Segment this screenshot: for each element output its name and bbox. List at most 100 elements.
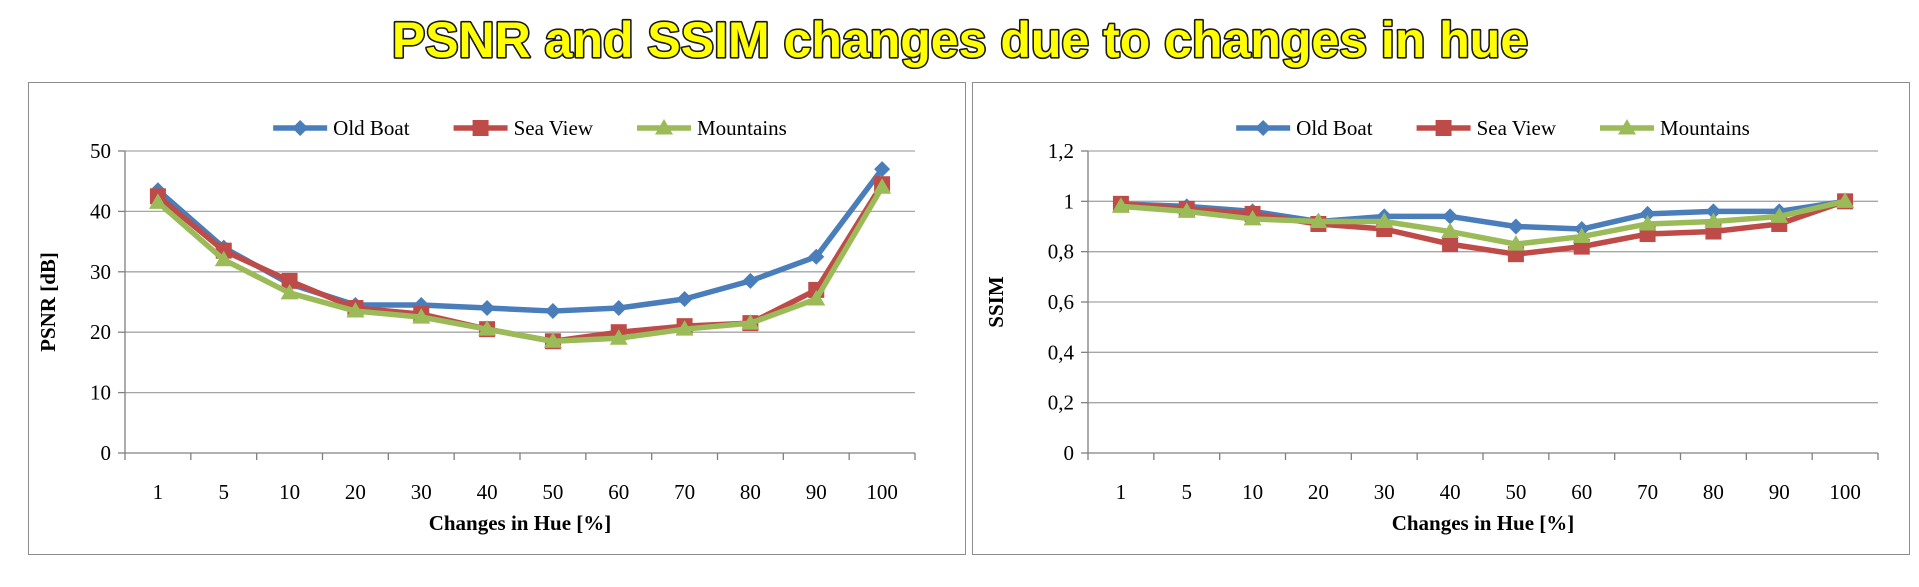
psnr-chart-panel: 0 10 20 30 40 50 1 5 10 20 30 40 50 60 70 80 90 100 Change… [28,82,966,555]
x-tick-label: 70 [1637,480,1658,504]
data-point-old-boat [808,248,825,265]
y-tick-label: 40 [90,199,111,223]
x-tick-label: 100 [866,480,898,504]
legend-item-mountains: Mountains [637,116,787,140]
y-tick-label: 0 [1064,441,1075,465]
series-line-sea-view [156,182,885,345]
y-tick-labels: 0 0,2 0,4 0,6 0,8 1 1,2 [1048,139,1075,465]
x-axis-title: Changes in Hue [%] [429,511,612,535]
data-point-mountains [741,314,760,330]
data-point-mountains [675,320,694,336]
data-point-mountains [1243,209,1262,226]
legend-swatch-marker [1255,120,1272,136]
x-tick-label: 5 [219,480,230,504]
data-point-mountains [1177,202,1196,218]
x-tick-labels: 1 5 10 20 30 40 50 60 70 80 90 100 [153,480,898,504]
y-tick-labels: 0 10 20 30 40 50 [90,139,111,465]
legend-label: Mountains [1660,116,1750,140]
series-old-boat [149,161,891,320]
data-point-mountains [148,193,167,209]
data-point-old-boat [1507,218,1524,235]
legend-swatch-marker [472,120,489,136]
series-sea-view [149,176,891,350]
x-tick-label: 5 [1182,480,1193,504]
x-tick-label: 40 [477,480,498,504]
legend-swatch-marker [292,120,309,136]
gridlines [118,150,916,460]
x-tick-label: 10 [1242,480,1263,504]
gridlines [1081,150,1879,460]
x-tick-label: 20 [1308,480,1329,504]
x-tick-label: 50 [542,480,563,504]
data-point-old-boat [610,300,627,317]
data-point-mountains [1770,207,1789,223]
series-line-mountains [1120,198,1846,247]
x-tick-label: 40 [1440,480,1461,504]
page-title: PSNR and SSIM changes due to changes in … [0,4,1919,74]
data-point-mountains [1506,235,1525,251]
y-tick-label: 1,2 [1048,139,1074,163]
x-tick-label: 60 [1571,480,1592,504]
legend-swatch-marker [1435,120,1452,136]
data-point-mountains [609,329,628,345]
legend-label: Old Boat [333,116,410,140]
data-point-old-boat [676,290,693,307]
x-tick-label: 90 [806,480,827,504]
legend-item-mountains: Mountains [1600,116,1750,140]
data-point-mountains [1309,212,1328,228]
x-tick-label: 100 [1829,480,1861,504]
data-point-mountains [873,178,892,194]
data-point-sea-view [281,272,298,289]
x-tick-label: 80 [1703,480,1724,504]
ssim-chart: 0 0,2 0,4 0,6 0,8 1 1,2 1 5 10 20 30 40 50 60 70 80 90 100… [984,116,1879,535]
series-mountains [1111,192,1855,251]
y-tick-label: 0,8 [1048,240,1074,264]
x-tick-labels: 1 5 10 20 30 40 50 60 70 80 90 100 [1116,480,1861,504]
y-tick-label: 30 [90,260,111,284]
legend-swatch-marker [1618,119,1636,135]
x-tick-label: 1 [153,480,164,504]
legend-label: Mountains [697,116,787,140]
ssim-chart-panel: 0 0,2 0,4 0,6 0,8 1 1,2 1 5 10 20 30 40 50 60 70 80 90 100… [972,82,1910,555]
data-point-mountains [1375,212,1394,228]
data-point-mountains [1441,222,1460,239]
data-point-old-boat [1639,205,1656,222]
data-point-mountains [543,332,562,348]
y-tick-label: 0,2 [1048,391,1074,415]
x-tick-label: 1 [1116,480,1127,504]
legend-label: Old Boat [1296,116,1373,140]
y-axis-title: PSNR [dB] [36,252,60,352]
data-point-mountains [280,283,299,300]
legend-swatch-marker [655,119,673,135]
legend-item-old-boat: Old Boat [273,116,410,140]
x-tick-label: 60 [608,480,629,504]
legend: Old Boat Sea View Mountains [1236,116,1750,140]
legend-item-sea-view: Sea View [1416,116,1557,140]
x-tick-label: 90 [1769,480,1790,504]
page-title-graphic: PSNR and SSIM changes due to changes in … [390,10,1530,69]
x-tick-label: 20 [345,480,366,504]
x-tick-label: 30 [411,480,432,504]
legend: Old Boat Sea View Mountains [273,116,787,140]
legend-item-old-boat: Old Boat [1236,116,1373,140]
data-point-mountains [1111,197,1130,213]
data-point-mountains [412,308,431,324]
data-point-old-boat [479,300,496,317]
series-line-old-boat [156,167,885,314]
page-title-text: PSNR and SSIM changes due to changes in … [391,12,1527,68]
series-line-mountains [156,185,885,345]
x-tick-label: 80 [740,480,761,504]
y-tick-label: 0,4 [1048,340,1075,364]
x-axis-title: Changes in Hue [%] [1392,511,1575,535]
data-point-old-boat [1705,203,1722,220]
data-point-mountains [807,289,826,306]
series-line-sea-view [1120,198,1846,257]
x-tick-label: 10 [279,480,300,504]
data-point-old-boat [413,297,430,314]
data-point-old-boat [742,272,759,289]
y-axis-title: SSIM [984,276,1008,328]
legend-item-sea-view: Sea View [453,116,594,140]
data-point-mountains [1638,214,1657,231]
y-tick-label: 10 [90,381,111,405]
data-point-old-boat [544,303,561,320]
